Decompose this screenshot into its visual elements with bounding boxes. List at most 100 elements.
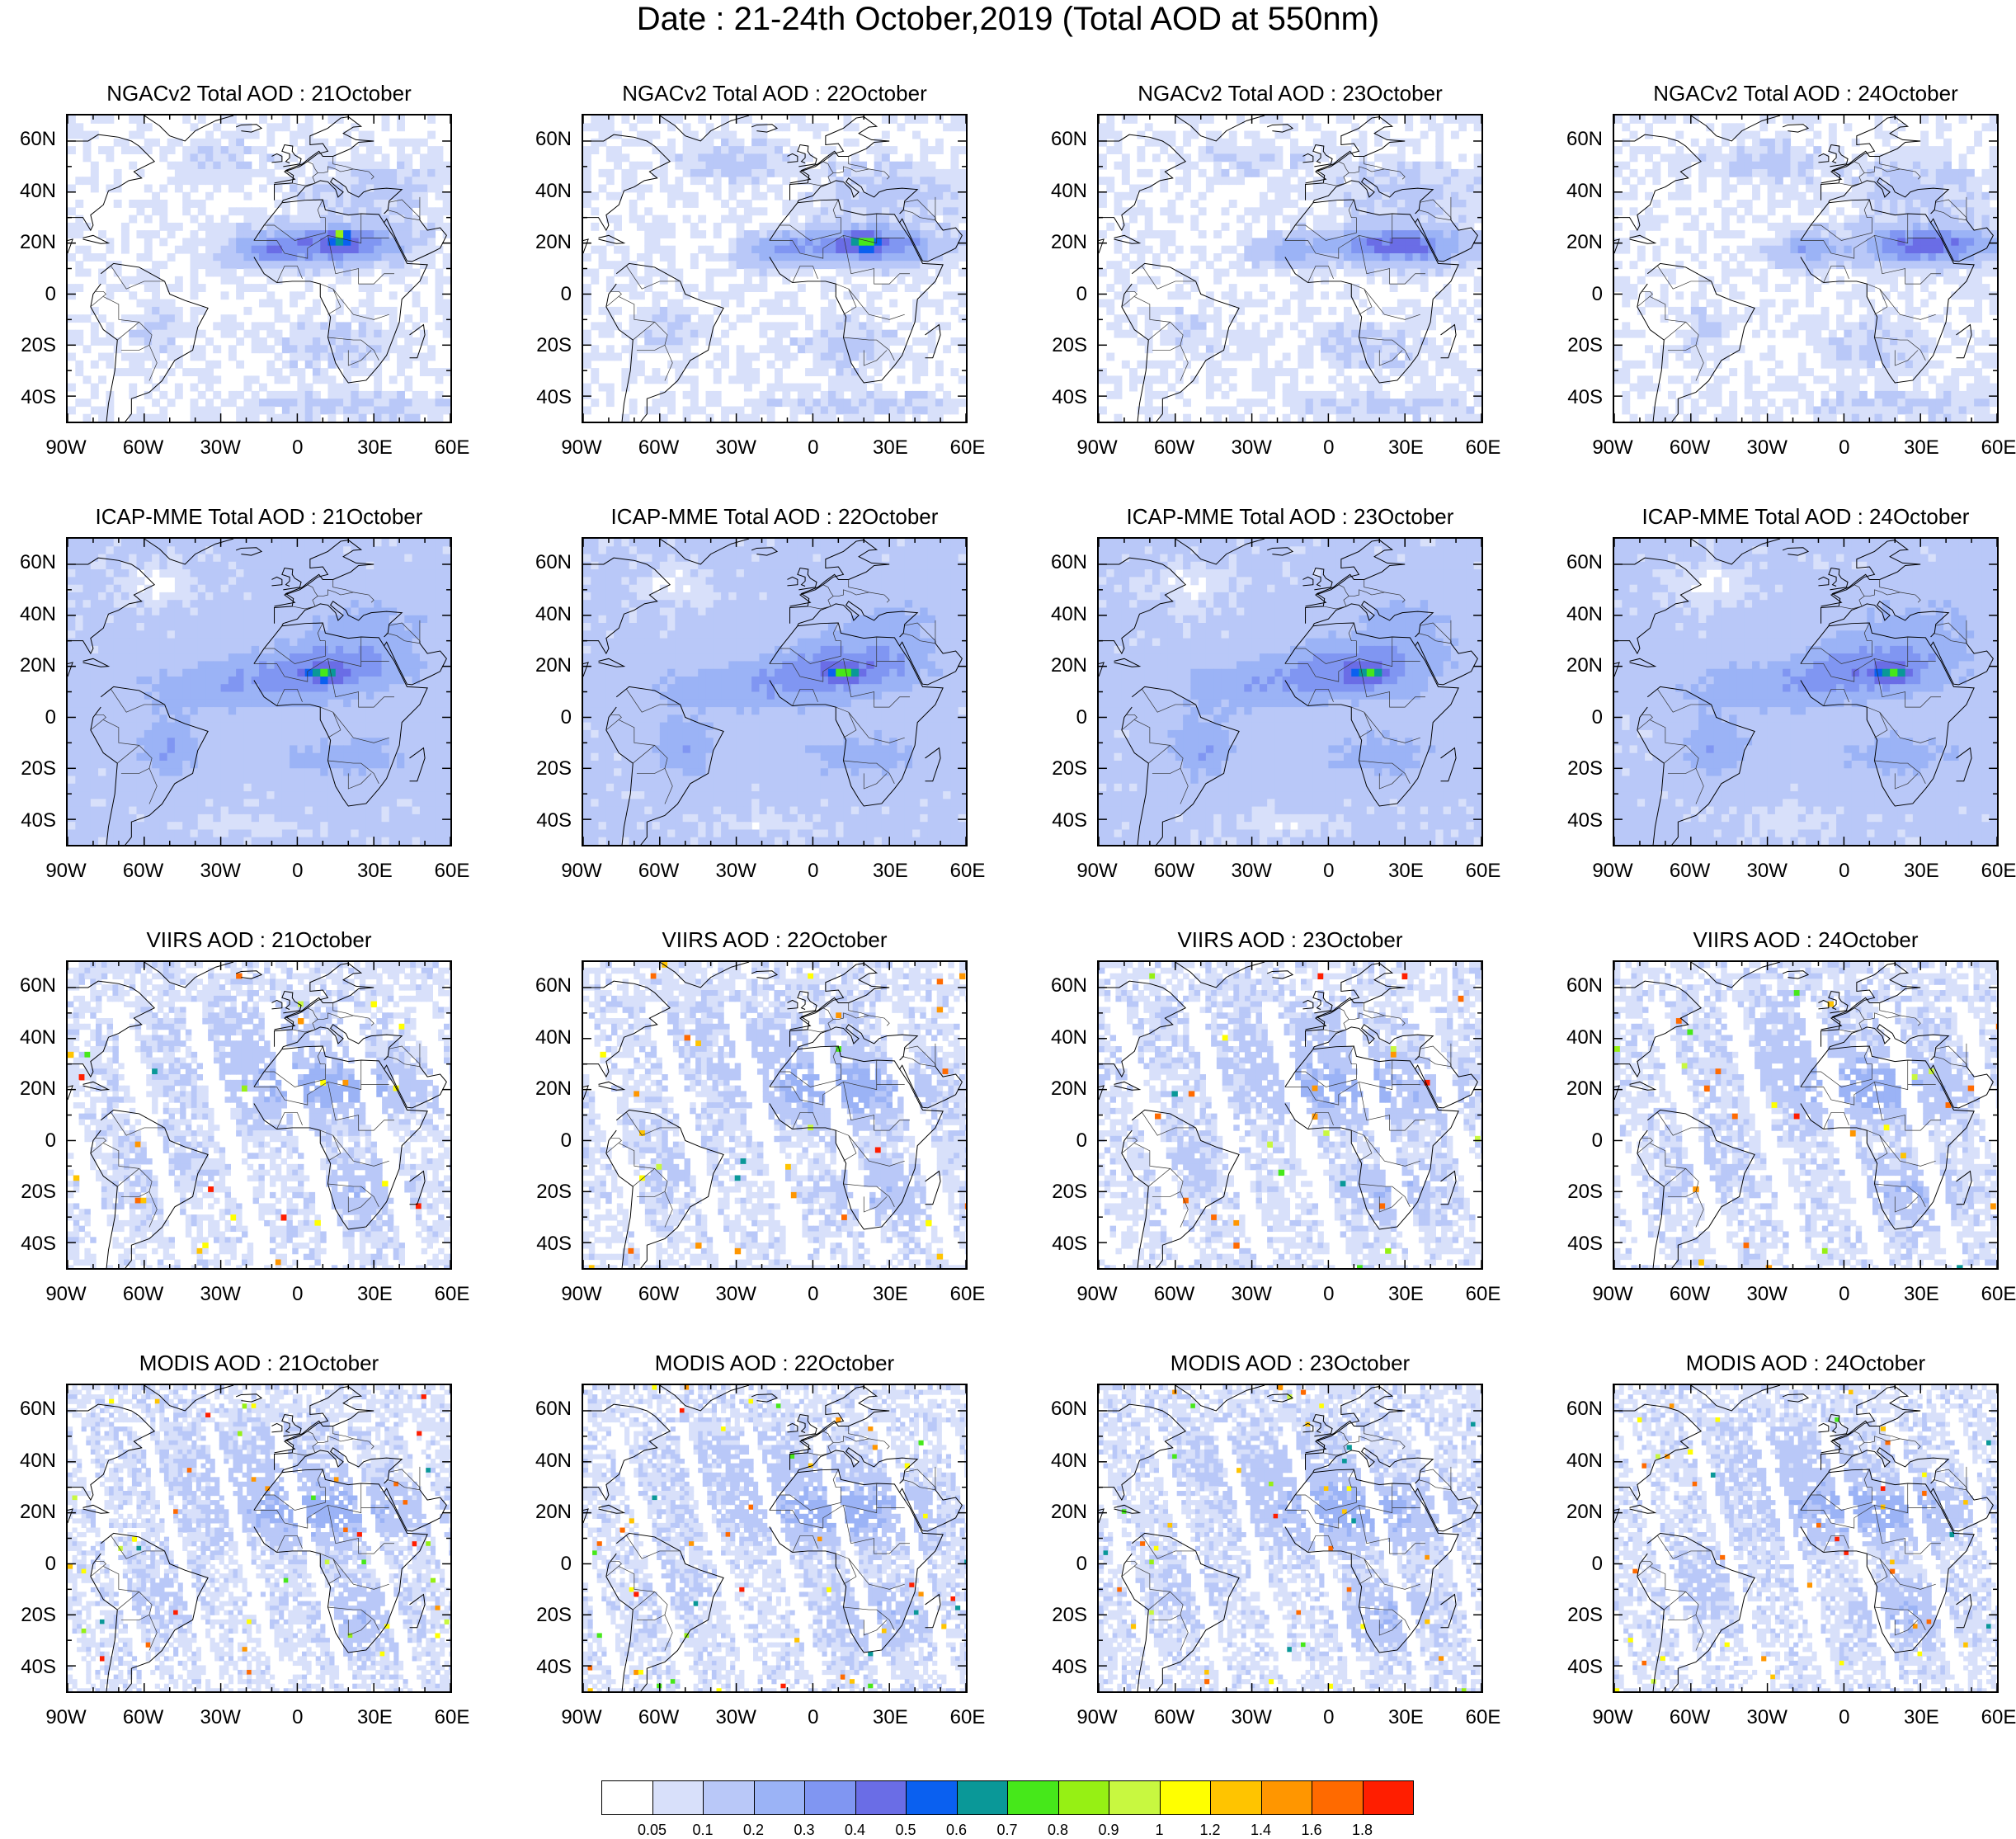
coastline-namerica — [1099, 980, 1187, 1101]
coastline-samerica — [605, 1532, 724, 1691]
lon-tick-label: 30W — [703, 860, 769, 883]
lon-tick-label: 60W — [1657, 1283, 1723, 1306]
country-borders — [90, 579, 421, 804]
coastline-greenland — [1690, 539, 1781, 565]
axis-ticks — [1099, 962, 1481, 1268]
lat-tick-label: 40S — [522, 809, 572, 832]
lat-tick-label: 20S — [1038, 757, 1087, 780]
aod-field — [68, 1385, 450, 1691]
panel-title: VIIRS AOD : 24October — [1580, 927, 2016, 953]
lat-tick-label: 40S — [7, 1233, 56, 1256]
coastline-caribbean — [598, 1081, 626, 1091]
coastline-iceland — [751, 547, 779, 556]
coastline-madagascar — [409, 1593, 426, 1629]
coastline-uk — [797, 1413, 817, 1437]
coastline-namerica — [1614, 980, 1703, 1101]
lon-tick-label: 30E — [1373, 1706, 1439, 1729]
lat-tick-label: 40N — [1038, 1026, 1087, 1049]
lat-tick-label: 20N — [1553, 1077, 1603, 1101]
map-panel — [1097, 1384, 1483, 1693]
coastline-iceland — [1782, 1393, 1810, 1403]
lat-tick-label: 0 — [1553, 1129, 1603, 1153]
panel-title: MODIS AOD : 21October — [33, 1351, 485, 1376]
aod-map — [583, 1385, 966, 1691]
coastline-arabia — [1930, 640, 1994, 686]
lat-tick-label: 60N — [522, 128, 572, 151]
lat-tick-label: 20S — [7, 1604, 56, 1627]
lon-tick-label: 30E — [1373, 860, 1439, 883]
aod-map — [68, 116, 450, 422]
aod-map — [68, 1385, 450, 1691]
colorbar-label: 0.05 — [628, 1822, 677, 1839]
coastline-ireland — [787, 999, 798, 1010]
colorbar-swatch — [1007, 1780, 1059, 1815]
lat-tick-label: 40N — [1553, 1450, 1603, 1473]
coastline-arabia — [1415, 217, 1478, 262]
lon-tick-label: 90W — [549, 1283, 615, 1306]
lon-tick-label: 30W — [703, 436, 769, 460]
coastline-ireland — [787, 153, 798, 163]
lat-tick-label: 60N — [1553, 974, 1603, 997]
coastline-africa — [769, 1045, 944, 1230]
aod-map — [1614, 539, 1997, 845]
coastline-greenland — [144, 116, 234, 142]
coastline-namerica — [68, 557, 156, 677]
coastline-europe — [1821, 540, 1921, 624]
lat-tick-label: 20N — [522, 1077, 572, 1101]
coastline-madagascar — [925, 323, 941, 359]
lat-tick-label: 40S — [1038, 386, 1087, 409]
coastline-caribbean — [1114, 1504, 1142, 1514]
axis-ticks — [68, 962, 450, 1268]
coastline-madagascar — [1440, 747, 1457, 782]
coastline-arabia — [1930, 1063, 1994, 1109]
aod-map — [1099, 962, 1481, 1268]
map-panel — [66, 1384, 452, 1693]
lat-tick-label: 40N — [1038, 180, 1087, 203]
coastline-namerica — [1614, 557, 1703, 677]
coastline-greenland — [1175, 116, 1265, 142]
panel-title: ICAP-MME Total AOD : 24October — [1580, 504, 2016, 530]
coastline-medcoast — [1312, 177, 1434, 215]
coastline-iceland — [1266, 970, 1294, 979]
coastline-arabia — [1415, 1487, 1478, 1532]
coastline-arabia — [899, 1487, 963, 1532]
lat-tick-label: 60N — [1038, 974, 1087, 997]
lat-tick-label: 20S — [7, 334, 56, 357]
lon-tick-label: 90W — [33, 1283, 99, 1306]
coastline-europe — [1821, 963, 1921, 1047]
coastline-greenland — [1175, 1385, 1265, 1412]
colorbar-swatch — [855, 1780, 907, 1815]
colorbar-label: 0.9 — [1084, 1822, 1133, 1839]
coastline-samerica — [605, 262, 724, 422]
coastline-caribbean — [82, 1081, 111, 1091]
coastline-europe — [274, 116, 374, 200]
lat-tick-label: 40N — [7, 1026, 56, 1049]
lon-tick-label: 60W — [626, 1283, 692, 1306]
lat-tick-label: 40S — [522, 1656, 572, 1679]
lat-tick-label: 0 — [1038, 283, 1087, 306]
panel-title: MODIS AOD : 23October — [1064, 1351, 1516, 1376]
coastline-ireland — [1818, 576, 1830, 587]
colorbar-swatch — [956, 1780, 1008, 1815]
aod-map — [1099, 116, 1481, 422]
colorbar-label: 0.8 — [1034, 1822, 1083, 1839]
aod-field — [68, 116, 450, 422]
coastline-medcoast — [1312, 601, 1434, 638]
lon-tick-label: 30E — [857, 860, 923, 883]
coastline-madagascar — [1956, 323, 1972, 359]
aod-field — [68, 539, 450, 845]
map-panel — [582, 960, 968, 1270]
lon-tick-label: 0 — [265, 860, 331, 883]
lat-tick-label: 40N — [522, 1026, 572, 1049]
colorbar-swatch — [601, 1780, 653, 1815]
lat-tick-label: 60N — [522, 974, 572, 997]
coastline-namerica — [1099, 1403, 1187, 1524]
lon-tick-label: 0 — [265, 1283, 331, 1306]
lon-tick-label: 0 — [265, 436, 331, 460]
panel-title: NGACv2 Total AOD : 24October — [1580, 81, 2016, 106]
lon-tick-label: 0 — [1811, 1706, 1877, 1729]
coastline-medcoast — [1828, 1024, 1950, 1061]
coastline-madagascar — [1956, 1170, 1972, 1205]
panel-title: NGACv2 Total AOD : 21October — [33, 81, 485, 106]
lon-tick-label: 30W — [1734, 1283, 1800, 1306]
